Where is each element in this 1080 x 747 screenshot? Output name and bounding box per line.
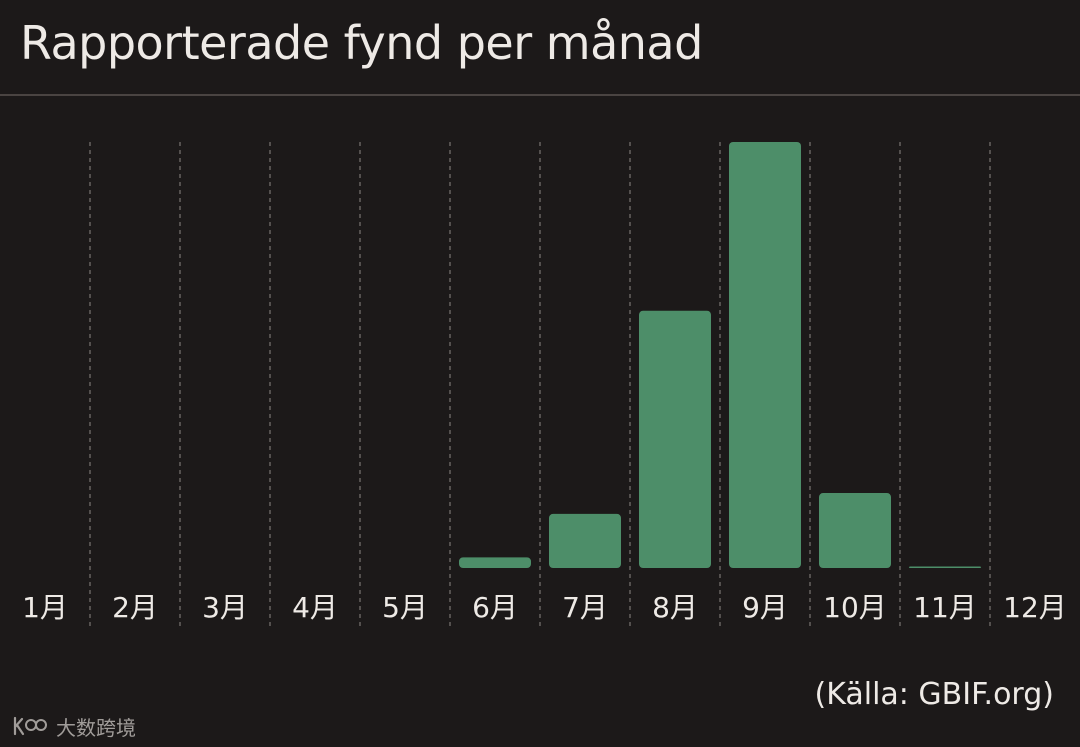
- x-tick-label: 7月: [562, 591, 608, 624]
- x-tick-label: 8月: [652, 591, 698, 624]
- x-tick-label: 5月: [382, 591, 428, 624]
- bar-chart: 1月 2月 3月 4月 5月 6月 7月 8月 9月 10月 11月 12月: [22, 142, 1067, 626]
- watermark: 大数跨境: [12, 710, 136, 742]
- bar-11: [909, 566, 981, 568]
- x-tick-label: 1月: [22, 591, 68, 624]
- bar-8: [639, 310, 711, 568]
- source-note: (Källa: GBIF.org): [814, 677, 1055, 712]
- x-tick-label: 9月: [742, 591, 788, 624]
- x-tick-label: 6月: [472, 591, 518, 624]
- bar-6: [459, 557, 531, 568]
- title-divider: [0, 94, 1080, 96]
- x-tick-label: 12月: [1003, 591, 1067, 624]
- bar-7: [549, 513, 621, 568]
- bar-10: [819, 493, 891, 568]
- watermark-text: 大数跨境: [56, 715, 136, 740]
- logo-icon: [13, 716, 47, 736]
- x-tick-label: 10月: [823, 591, 887, 624]
- chart-title: Rapporterade fynd per månad: [20, 16, 703, 70]
- x-tick-label: 4月: [292, 591, 338, 624]
- bar-9: [729, 142, 801, 568]
- x-tick-label: 11月: [913, 591, 977, 624]
- x-tick-label: 2月: [112, 591, 158, 624]
- x-tick-label: 3月: [202, 591, 248, 624]
